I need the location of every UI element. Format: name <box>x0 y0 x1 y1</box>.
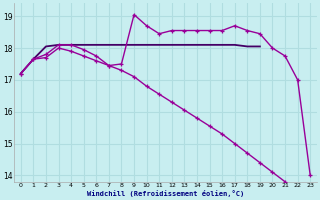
X-axis label: Windchill (Refroidissement éolien,°C): Windchill (Refroidissement éolien,°C) <box>87 190 244 197</box>
